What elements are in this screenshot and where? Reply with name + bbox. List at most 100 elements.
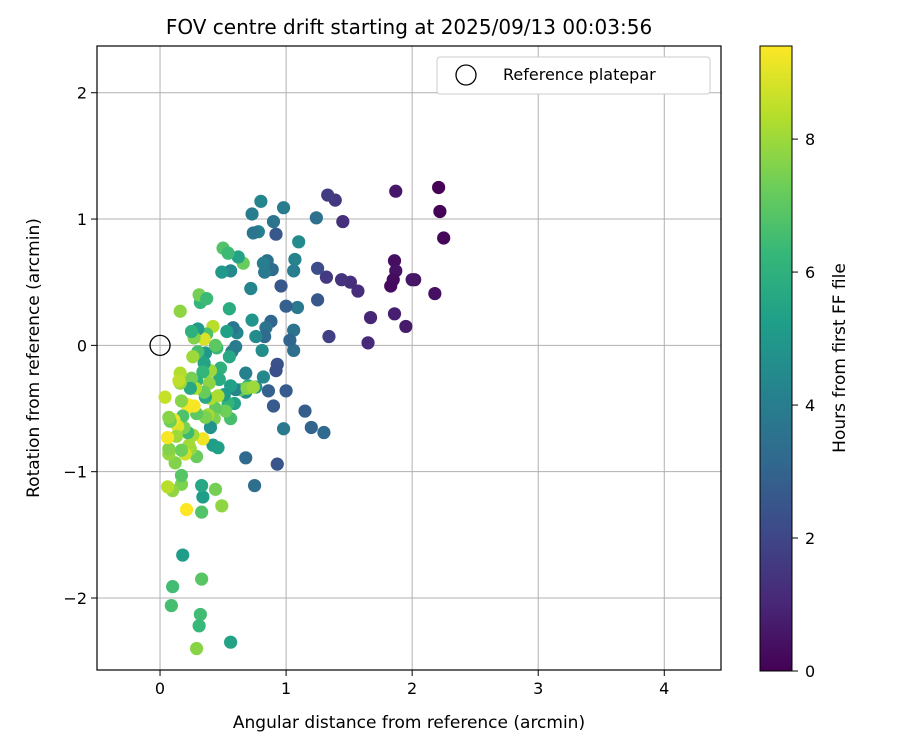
data-point <box>283 333 297 347</box>
data-point <box>290 300 305 315</box>
data-point <box>437 231 451 245</box>
data-point <box>200 292 214 306</box>
data-point <box>254 194 268 208</box>
data-point <box>221 246 235 260</box>
data-point <box>174 443 189 457</box>
data-point <box>239 451 253 465</box>
data-point <box>189 641 204 656</box>
data-point <box>220 324 234 339</box>
data-point <box>274 279 288 293</box>
data-point <box>269 364 283 378</box>
x-axis-label: Angular distance from reference (arcmin) <box>233 713 585 733</box>
data-point <box>211 441 225 455</box>
data-point <box>215 265 229 279</box>
data-point <box>287 323 301 337</box>
data-point <box>192 619 206 633</box>
data-point <box>174 468 189 483</box>
data-point <box>208 482 223 496</box>
grid-lines <box>97 46 721 670</box>
data-point <box>399 319 413 334</box>
data-point <box>197 332 211 346</box>
data-point <box>288 252 302 267</box>
y-tick-label: 0 <box>77 336 87 355</box>
data-point <box>304 420 318 435</box>
chart-title: FOV centre drift starting at 2025/09/13 … <box>166 15 652 39</box>
data-point <box>298 404 312 418</box>
data-point <box>222 302 236 316</box>
data-point <box>215 499 229 513</box>
data-point <box>183 381 197 395</box>
data-point <box>387 254 402 268</box>
data-point <box>246 380 260 394</box>
data-point <box>218 404 233 418</box>
data-point <box>321 188 335 202</box>
data-point <box>336 214 350 229</box>
data-point <box>287 264 301 278</box>
legend: Reference platepar <box>436 56 711 95</box>
data-point <box>176 548 190 562</box>
data-point <box>162 410 176 424</box>
colorbar-ticks: 0 2 4 6 8 <box>792 130 815 681</box>
data-point <box>266 399 281 413</box>
data-point <box>276 201 291 215</box>
data-point <box>292 235 306 249</box>
data-point <box>266 214 281 229</box>
data-point <box>203 420 218 435</box>
x-tick-label: 2 <box>407 679 417 698</box>
colorbar-label: Hours from first FF file <box>830 263 850 453</box>
data-point <box>195 572 209 586</box>
legend-box <box>436 56 711 95</box>
plot-frame <box>96 45 722 671</box>
data-point <box>432 180 446 195</box>
data-point <box>162 442 176 456</box>
y-axis-label: Rotation from reference (arcmin) <box>24 218 44 498</box>
x-tick-label: 3 <box>533 679 543 698</box>
data-point <box>160 480 175 494</box>
legend-marker <box>455 64 477 86</box>
colorbar-tick-label: 8 <box>805 130 815 149</box>
data-point <box>361 336 375 350</box>
data-point <box>164 598 178 613</box>
x-tick-label: 4 <box>659 679 669 698</box>
data-point <box>186 350 200 364</box>
colorbar-tick-label: 2 <box>805 529 815 548</box>
data-point <box>334 273 349 287</box>
colorbar-tick-label: 0 <box>805 662 815 681</box>
data-point <box>384 279 398 293</box>
y-tick-label: 1 <box>77 210 87 229</box>
data-point <box>311 293 325 307</box>
data-point <box>317 425 331 440</box>
data-point <box>195 478 209 493</box>
data-point <box>245 313 259 327</box>
data-point <box>174 394 189 408</box>
data-point <box>172 374 186 388</box>
colorbar-tick-label: 6 <box>805 263 815 282</box>
data-point <box>239 366 253 380</box>
data-point <box>231 250 245 264</box>
data-point <box>433 204 447 219</box>
data-point <box>208 338 223 352</box>
data-point <box>319 270 334 284</box>
x-tick-label: 1 <box>281 679 291 698</box>
colorbar-tick-label: 4 <box>805 396 815 415</box>
y-tick-label: −2 <box>63 589 87 608</box>
data-points <box>158 180 451 656</box>
data-point <box>212 372 226 387</box>
data-point <box>244 281 258 296</box>
data-point <box>405 273 419 287</box>
data-point <box>166 580 180 594</box>
x-axis-ticks: 0 1 2 3 4 <box>155 670 669 698</box>
y-tick-label: −1 <box>63 463 87 482</box>
data-point <box>246 226 260 240</box>
data-point <box>256 370 270 384</box>
data-point <box>279 384 293 398</box>
data-point <box>256 256 270 270</box>
data-point <box>245 207 259 221</box>
data-point <box>428 286 442 301</box>
data-point <box>389 184 403 198</box>
data-point <box>160 430 175 445</box>
data-point <box>196 432 210 446</box>
data-point <box>270 457 284 471</box>
data-point <box>249 329 263 344</box>
data-point <box>158 390 172 404</box>
